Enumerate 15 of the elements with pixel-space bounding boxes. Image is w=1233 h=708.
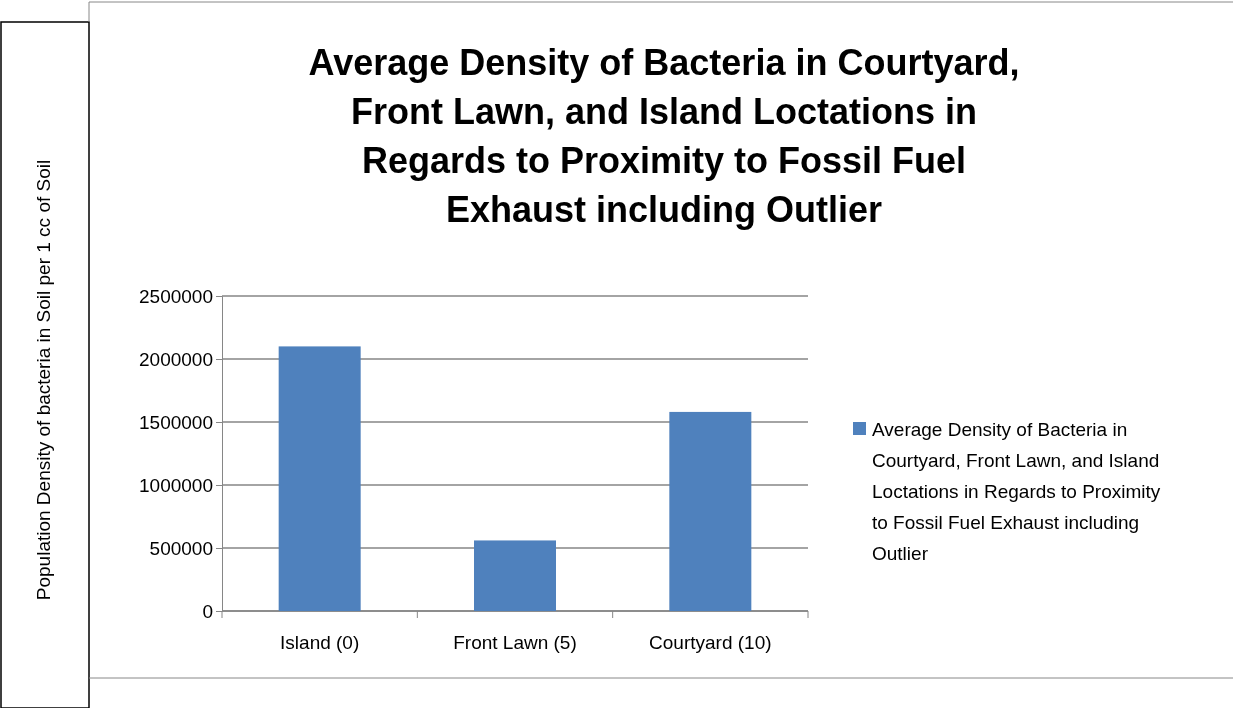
y-tick-label: 2000000: [139, 348, 213, 370]
legend-label: Average Density of Bacteria in Courtyard, Front Lawn, and Island Loctations in Regards to Proximity to Fossil Fuel Exhaust including Outlier: [872, 419, 1161, 564]
bar: [669, 411, 752, 611]
y-tick-label: 500000: [149, 537, 213, 559]
bar: [278, 346, 361, 611]
y-tick-label: 1500000: [139, 411, 213, 433]
y-axis-title: Population Density of bacteria in Soil per 1 cc of Soil: [33, 159, 54, 601]
x-tick-label: Front Lawn (5): [453, 632, 577, 653]
bar: [474, 540, 556, 611]
y-tick-label: 1000000: [139, 474, 213, 496]
y-tick-label: 0: [202, 600, 213, 622]
x-tick-label: Island (0): [280, 632, 360, 653]
y-tick-label: 2500000: [139, 285, 213, 307]
x-tick-label: Courtyard (10): [649, 632, 772, 653]
chart-title: Average Density of Bacteria in Courtyard, Front Lawn, and Island Loctations in Regards to Proximity to Fossil Fuel Exhaust including Outlier: [308, 42, 1020, 230]
